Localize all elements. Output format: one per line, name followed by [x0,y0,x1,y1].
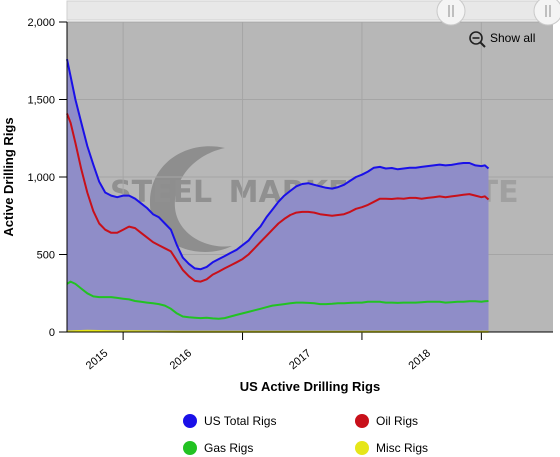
legend-marker [183,441,197,455]
legend-label: Misc Rigs [376,441,428,455]
legend-item-us-total-rigs[interactable]: US Total Rigs [183,414,276,428]
navigator-track[interactable] [66,0,554,21]
x-tick-label: 2016 [168,347,194,372]
navigator-left-handle[interactable] [436,0,466,26]
show-all-label[interactable]: Show all [490,31,535,45]
y-tick-label: 1,500 [27,95,55,107]
y-tick-label: 0 [49,327,55,339]
legend-label: Gas Rigs [204,441,253,455]
range-navigator[interactable] [66,0,560,26]
series-line-oil-rigs [66,113,490,283]
legend-item-misc-rigs[interactable]: Misc Rigs [355,441,428,455]
show-all-button[interactable]: Show all [469,31,535,48]
navigator-right-handle[interactable] [533,0,560,26]
watermark-swoosh-icon [149,146,232,253]
total-area-fill [67,59,489,332]
legend-marker [355,441,369,455]
legend: US Total Rigs Oil Rigs Gas Rigs Misc Rigs [183,414,428,455]
legend-item-oil-rigs[interactable]: Oil Rigs [355,414,418,428]
y-axis-title: Active Drilling Rigs [1,117,16,236]
series-line-gas-rigs [66,280,489,320]
x-axis-ticks: 2015 2016 2017 2018 [84,332,482,372]
x-tick-label: 2018 [406,347,432,372]
y-tick-label: 500 [37,250,55,262]
x-tick-label: 2015 [84,347,110,372]
y-axis-ticks: 0 500 1,000 1,500 2,000 [27,17,67,339]
legend-marker [183,414,197,428]
legend-item-gas-rigs[interactable]: Gas Rigs [183,441,253,455]
series-line-us-total-rigs [66,58,490,271]
y-tick-label: 1,000 [27,172,55,184]
legend-label: Oil Rigs [376,414,418,428]
zoom-out-icon [469,31,486,48]
legend-marker [355,414,369,428]
legend-label: US Total Rigs [204,414,276,428]
x-axis-title: US Active Drilling Rigs [240,379,380,394]
y-tick-label: 2,000 [27,17,55,29]
x-tick-label: 2017 [287,347,313,372]
